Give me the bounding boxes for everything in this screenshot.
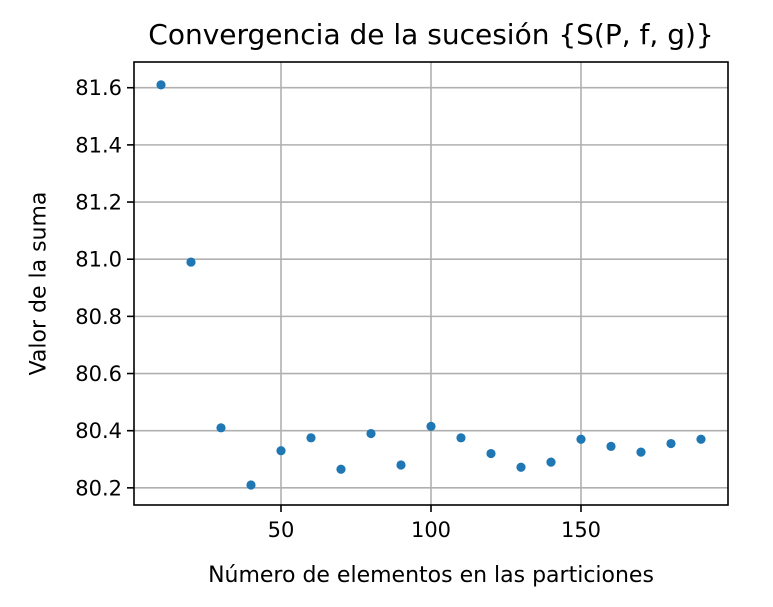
data-point xyxy=(606,441,616,452)
data-point xyxy=(576,434,586,444)
data-point xyxy=(426,421,436,432)
data-point xyxy=(366,428,376,439)
data-point xyxy=(186,257,196,267)
y-tick-label: 80.2 xyxy=(75,476,122,500)
data-point xyxy=(306,433,316,443)
grid-lines xyxy=(134,62,728,505)
data-point xyxy=(396,460,406,470)
y-tick-label: 81.0 xyxy=(75,248,122,272)
x-tick-label: 50 xyxy=(268,518,295,542)
y-tick-label: 80.4 xyxy=(75,419,122,443)
data-point xyxy=(156,80,166,90)
axis-ticks: 50 100 150 80.2 80.4 80.6 80.8 81.0 81.2 81.4 81.6 xyxy=(75,76,601,542)
data-point xyxy=(456,433,466,443)
x-tick-label: 100 xyxy=(411,518,451,542)
y-tick-label: 80.6 xyxy=(75,362,122,386)
data-points xyxy=(156,80,706,490)
data-point xyxy=(246,480,256,490)
x-tick-label: 150 xyxy=(561,518,601,542)
data-point xyxy=(336,464,346,474)
data-point xyxy=(696,434,706,444)
y-tick-label: 81.2 xyxy=(75,191,122,215)
data-point xyxy=(666,438,676,449)
data-point xyxy=(216,423,226,433)
data-point xyxy=(486,448,496,459)
y-tick-label: 80.8 xyxy=(75,305,122,329)
data-point xyxy=(276,446,286,456)
x-axis-label: Número de elementos en las particiones xyxy=(208,563,654,588)
data-point xyxy=(516,462,526,472)
chart-title: Convergencia de la sucesión {S(P, f, g)} xyxy=(148,18,713,51)
y-tick-label: 81.4 xyxy=(75,133,122,157)
y-tick-label: 81.6 xyxy=(75,76,122,100)
y-axis-label: Valor de la suma xyxy=(27,192,52,376)
data-point xyxy=(546,457,556,467)
data-point xyxy=(636,447,646,457)
